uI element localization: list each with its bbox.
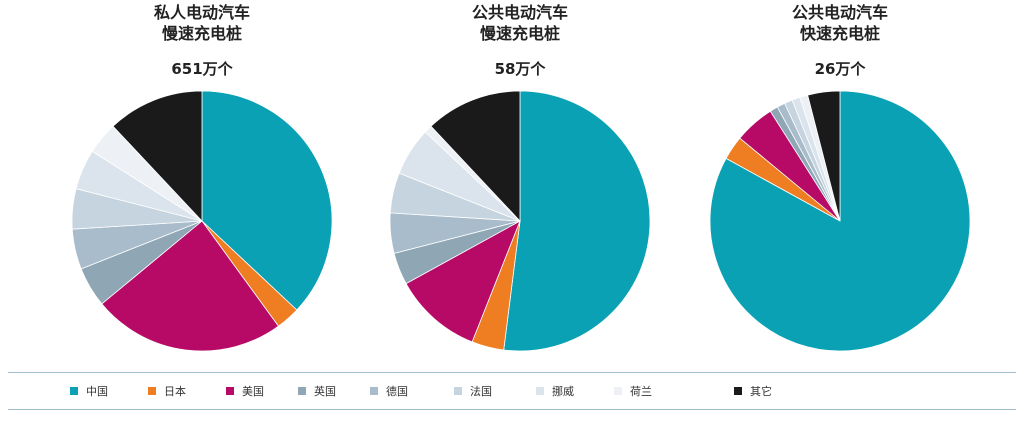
pie-panel-public-slow: 公共电动汽车 慢速充电桩 58万个 xyxy=(350,0,690,360)
legend-swatch xyxy=(226,387,234,395)
chart-title-line2: 慢速充电桩 xyxy=(479,24,560,43)
legend-swatch xyxy=(148,387,156,395)
legend-item: 中国 xyxy=(70,383,108,399)
legend-swatch xyxy=(454,387,462,395)
pie-slice xyxy=(710,90,970,352)
legend-label: 英国 xyxy=(314,385,336,398)
pie-slice xyxy=(430,90,521,223)
pie-slice xyxy=(503,90,650,352)
legend: 中国 日本 美国 英国 德国 法国 挪威 荷兰 其它 xyxy=(8,372,1016,410)
legend-item: 日本 xyxy=(148,383,186,399)
legend-label: 美国 xyxy=(242,385,264,398)
legend-item: 英国 xyxy=(298,383,336,399)
legend-label: 法国 xyxy=(470,385,492,398)
legend-item: 法国 xyxy=(454,383,492,399)
legend-label: 日本 xyxy=(164,385,186,398)
legend-swatch xyxy=(614,387,622,395)
pie-chart-public-fast xyxy=(710,90,970,352)
legend-item: 挪威 xyxy=(536,383,574,399)
legend-label: 荷兰 xyxy=(630,385,652,398)
pie-chart-public-slow xyxy=(390,90,650,352)
pie-slice xyxy=(112,90,203,223)
chart-title: 公共电动汽车 快速充电桩 xyxy=(670,2,1010,44)
pie-slice xyxy=(201,90,332,311)
legend-item: 美国 xyxy=(226,383,264,399)
chart-total: 26万个 xyxy=(814,60,866,78)
pie-chart-private-slow xyxy=(72,90,332,352)
legend-item: 其它 xyxy=(734,383,772,399)
legend-label: 其它 xyxy=(750,385,772,398)
chart-title-line2: 快速充电桩 xyxy=(799,24,880,43)
chart-total: 58万个 xyxy=(494,60,546,78)
chart-title-line1: 公共电动汽车 xyxy=(791,3,888,22)
legend-label: 德国 xyxy=(386,385,408,398)
pie-panel-public-fast: 公共电动汽车 快速充电桩 26万个 xyxy=(670,0,1010,360)
legend-swatch xyxy=(370,387,378,395)
legend-label: 挪威 xyxy=(552,385,574,398)
legend-swatch xyxy=(536,387,544,395)
chart-title: 私人电动汽车 慢速充电桩 xyxy=(32,2,372,44)
legend-label: 中国 xyxy=(86,385,108,398)
chart-title: 公共电动汽车 慢速充电桩 xyxy=(350,2,690,44)
chart-title-line2: 慢速充电桩 xyxy=(161,24,242,43)
legend-swatch xyxy=(298,387,306,395)
legend-item: 德国 xyxy=(370,383,408,399)
legend-item: 荷兰 xyxy=(614,383,652,399)
pie-slice xyxy=(101,220,279,352)
chart-title-line1: 私人电动汽车 xyxy=(153,3,250,22)
pie-slice xyxy=(405,220,521,343)
chart-total: 651万个 xyxy=(171,60,233,78)
legend-swatch xyxy=(70,387,78,395)
pie-slice xyxy=(807,90,841,222)
pie-panel-private-slow: 私人电动汽车 慢速充电桩 651万个 xyxy=(32,0,372,360)
chart-title-line1: 公共电动汽车 xyxy=(471,3,568,22)
legend-swatch xyxy=(734,387,742,395)
